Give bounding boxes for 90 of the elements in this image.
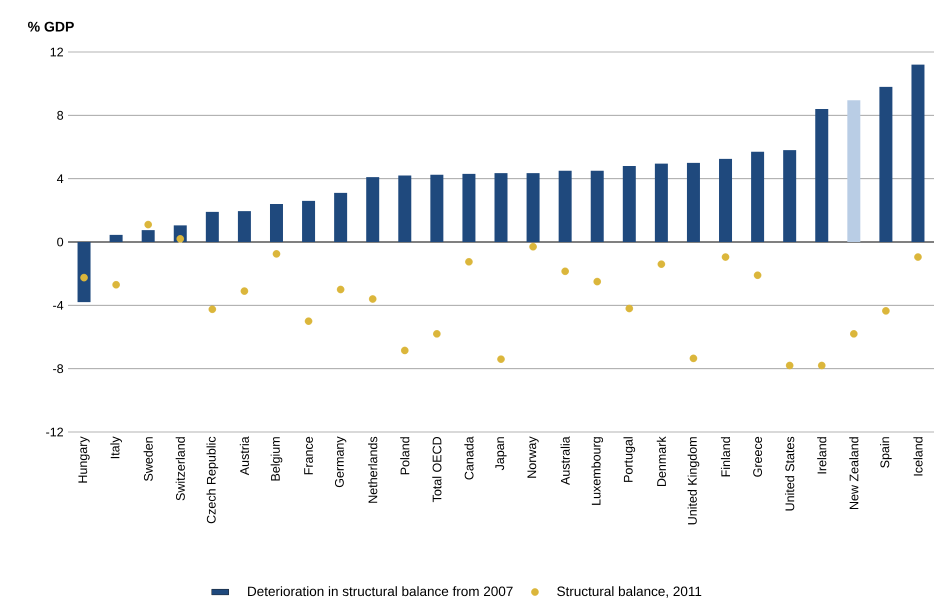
x-tick-label: Switzerland bbox=[176, 437, 185, 500]
y-tick-label: -4 bbox=[53, 301, 64, 310]
bar bbox=[78, 242, 91, 302]
bar bbox=[526, 173, 540, 242]
point bbox=[850, 330, 858, 338]
point bbox=[529, 242, 537, 251]
bar bbox=[654, 164, 668, 242]
bar bbox=[334, 192, 348, 242]
point bbox=[561, 267, 569, 276]
x-tick-label: Total OECD bbox=[432, 436, 442, 502]
point bbox=[336, 286, 344, 294]
y-tick-label: 0 bbox=[57, 238, 64, 246]
bar bbox=[398, 176, 412, 242]
bar bbox=[879, 86, 892, 242]
point bbox=[722, 253, 730, 261]
point bbox=[818, 362, 826, 370]
bar bbox=[494, 173, 508, 242]
y-tick-label: -12 bbox=[46, 428, 63, 436]
y-tick-label: 8 bbox=[57, 110, 64, 120]
bar bbox=[558, 170, 572, 242]
x-tick-label: Japan bbox=[495, 437, 507, 470]
x-tick-label: France bbox=[304, 436, 313, 474]
point bbox=[626, 304, 634, 312]
x-tick-label: United Kingdom bbox=[688, 437, 700, 524]
bar bbox=[206, 212, 219, 242]
point bbox=[658, 260, 666, 268]
x-tick-label: Spain bbox=[880, 437, 892, 468]
x-tick-label: Poland bbox=[400, 437, 410, 474]
point bbox=[882, 307, 890, 315]
point bbox=[144, 220, 152, 228]
x-tick-label: Austria bbox=[240, 436, 250, 476]
bar bbox=[815, 109, 828, 242]
x-tick-label: Ireland bbox=[817, 437, 826, 474]
point bbox=[690, 354, 698, 362]
x-tick-label: Italy bbox=[110, 436, 122, 458]
point bbox=[400, 346, 409, 354]
bar bbox=[302, 200, 316, 242]
x-tick-label: Denmark bbox=[656, 436, 666, 486]
point bbox=[176, 235, 184, 243]
x-tick-label: Canada bbox=[464, 436, 474, 480]
point bbox=[304, 317, 312, 325]
point bbox=[754, 271, 762, 280]
y-axis-title: % GDP bbox=[28, 22, 74, 32]
bar bbox=[622, 166, 636, 242]
point bbox=[272, 250, 280, 258]
x-tick-label: United States bbox=[785, 436, 794, 510]
point bbox=[497, 355, 505, 363]
bar bbox=[110, 234, 123, 242]
bar bbox=[366, 177, 380, 242]
point bbox=[914, 253, 922, 261]
x-tick-label: Norway bbox=[527, 436, 539, 478]
point bbox=[80, 274, 88, 282]
bar bbox=[238, 211, 251, 242]
x-tick-label: Greece bbox=[753, 436, 762, 477]
x-tick-label: New Zealand bbox=[849, 437, 858, 509]
x-tick-label: Australia bbox=[560, 436, 570, 485]
legend-label: Structural balance, 2011 bbox=[557, 586, 702, 598]
point bbox=[208, 305, 216, 314]
x-tick-label: Netherlands bbox=[368, 436, 378, 503]
point bbox=[786, 362, 794, 370]
point bbox=[368, 295, 377, 303]
point bbox=[465, 258, 473, 266]
bar bbox=[142, 230, 155, 242]
x-tick-label: Luxembourg bbox=[591, 437, 604, 505]
bar bbox=[719, 158, 732, 242]
bar bbox=[590, 170, 604, 242]
point bbox=[433, 330, 441, 338]
y-tick-label: -8 bbox=[53, 364, 64, 374]
x-tick-label: Portugal bbox=[623, 437, 636, 482]
bar bbox=[911, 64, 924, 242]
bar bbox=[751, 152, 764, 242]
bar bbox=[462, 174, 476, 242]
legend-label: Deterioration in structural balance from 2007 bbox=[248, 586, 513, 596]
point bbox=[593, 278, 602, 286]
x-tick-label: Finland bbox=[720, 437, 730, 476]
x-tick-label: Czech Republic bbox=[206, 436, 218, 524]
x-tick-label: Sweden bbox=[144, 437, 153, 481]
x-tick-label: Belgium bbox=[270, 437, 282, 481]
x-tick-label: Germany bbox=[334, 436, 346, 488]
y-tick-label: 4 bbox=[56, 174, 64, 183]
bar bbox=[783, 150, 796, 242]
bar bbox=[686, 162, 700, 242]
y-tick-label: 12 bbox=[50, 48, 63, 56]
point bbox=[112, 280, 120, 289]
x-tick-label: Hungary bbox=[78, 436, 90, 483]
x-tick-label: Iceland bbox=[913, 437, 923, 476]
bar bbox=[430, 174, 444, 242]
bar bbox=[847, 100, 860, 242]
point bbox=[240, 287, 248, 295]
bar bbox=[270, 204, 283, 242]
